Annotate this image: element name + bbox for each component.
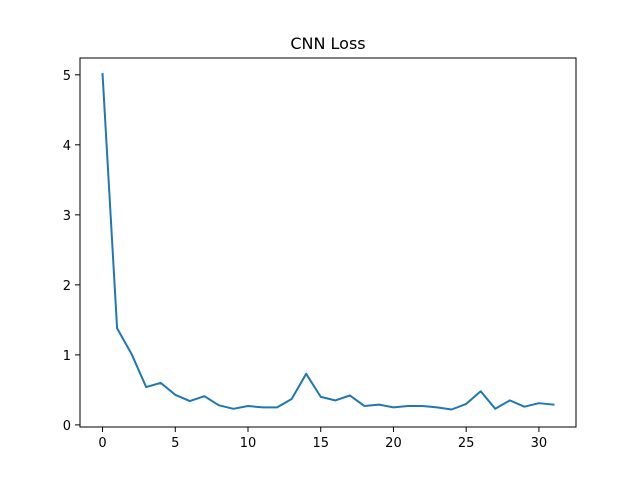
- y-tick-label: 1: [63, 349, 71, 364]
- y-tick-label: 4: [63, 139, 71, 154]
- chart-title: CNN Loss: [290, 34, 365, 53]
- y-tick-label: 2: [63, 279, 71, 294]
- axes-frame: [79, 57, 577, 428]
- x-tick-label: 30: [531, 436, 548, 451]
- x-tick-label: 20: [385, 436, 402, 451]
- x-tick-label: 15: [312, 436, 329, 451]
- x-tick-label: 10: [240, 436, 257, 451]
- series-line-0: [101, 73, 555, 411]
- y-tick-label: 3: [63, 209, 71, 224]
- x-tick-label: 5: [171, 436, 179, 451]
- x-tick-label: 0: [98, 436, 106, 451]
- x-tick-label: 25: [458, 436, 475, 451]
- y-tick-label: 0: [63, 419, 71, 434]
- plot-area: 0 5 10 15 20 25 30 0 1 2 3 4 5: [63, 57, 577, 451]
- y-tick-label: 5: [63, 69, 71, 84]
